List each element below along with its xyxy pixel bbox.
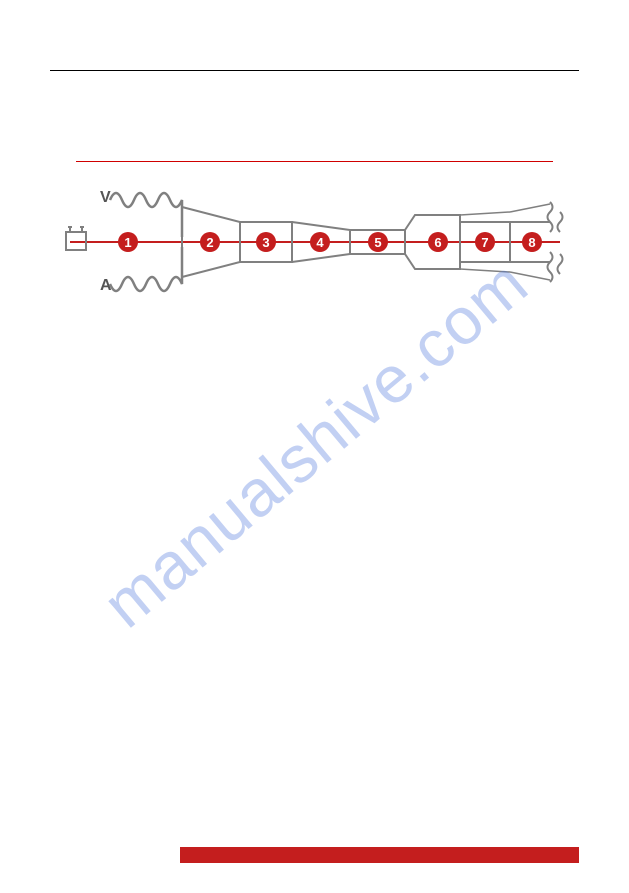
spark-plug-diagram: V A	[60, 182, 570, 302]
marker-2: 2	[200, 232, 220, 252]
spring-bottom	[110, 247, 182, 291]
marker-3: 3	[256, 232, 276, 252]
marker-6: 6	[428, 232, 448, 252]
watermark-text: manualshive.com	[88, 244, 542, 642]
svg-text:8: 8	[528, 235, 535, 250]
marker-8: 8	[522, 232, 542, 252]
diagram-container: V A	[50, 182, 579, 302]
svg-text:2: 2	[206, 235, 213, 250]
top-divider	[50, 70, 579, 71]
spring-top	[110, 193, 182, 237]
page: V A	[0, 0, 629, 893]
red-divider	[76, 161, 552, 162]
svg-text:4: 4	[316, 235, 324, 250]
marker-5: 5	[368, 232, 388, 252]
svg-text:7: 7	[481, 235, 488, 250]
svg-text:1: 1	[124, 235, 131, 250]
footer-bar	[180, 847, 579, 863]
svg-text:6: 6	[434, 235, 441, 250]
svg-text:5: 5	[374, 235, 381, 250]
marker-7: 7	[475, 232, 495, 252]
marker-1: 1	[118, 232, 138, 252]
label-v: V	[100, 189, 111, 206]
battery-icon	[66, 227, 86, 250]
svg-text:3: 3	[262, 235, 269, 250]
marker-4: 4	[310, 232, 330, 252]
